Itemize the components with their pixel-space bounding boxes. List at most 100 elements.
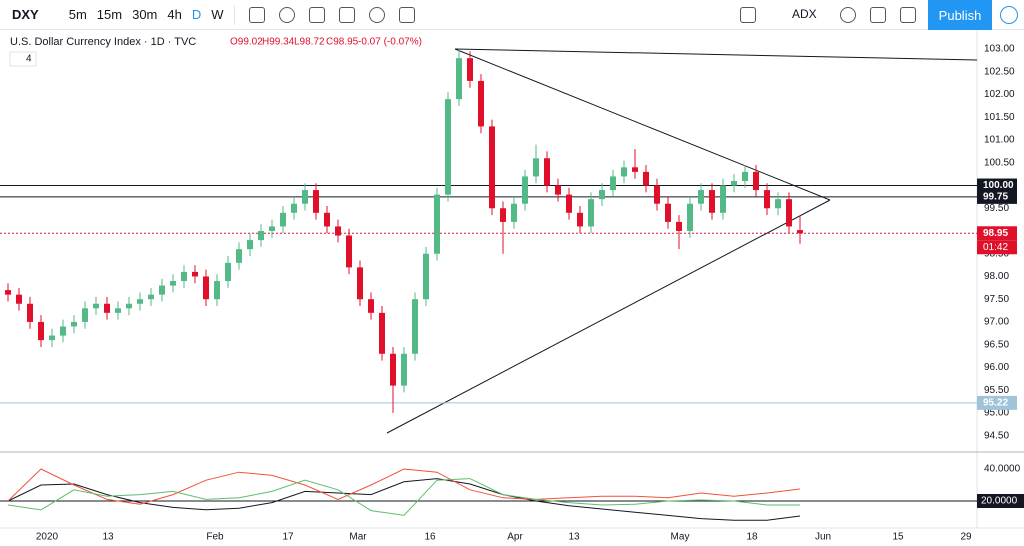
candle-body	[390, 353, 396, 386]
candle-body	[60, 326, 66, 336]
publish-button[interactable]: Publish	[928, 0, 992, 30]
candle-body	[456, 58, 462, 100]
x-tick-label: 2020	[36, 532, 59, 543]
interval[interactable]: 15m	[96, 7, 123, 22]
candle-body	[632, 167, 638, 172]
candle-body	[159, 285, 165, 295]
candle-body	[137, 299, 143, 304]
candle-body	[269, 226, 275, 231]
x-tick-label: 29	[960, 532, 972, 543]
fullscreen-button[interactable]	[870, 7, 886, 23]
candle-body	[192, 271, 198, 277]
undo-button[interactable]	[429, 7, 445, 23]
symbol[interactable]: DXY	[12, 7, 39, 22]
y-tick-label: 97.50	[984, 294, 1009, 305]
layout-button[interactable]	[740, 7, 756, 23]
candle-body	[797, 230, 803, 234]
candle-body	[313, 190, 319, 213]
y-tick-label: 96.50	[984, 339, 1009, 350]
interval[interactable]: 5m	[68, 7, 87, 22]
candle-body	[49, 335, 55, 341]
candle-body	[753, 171, 759, 191]
candle-body	[775, 199, 781, 209]
chart: U.S. Dollar Currency Index · 1D · TVC O9…	[0, 30, 1024, 543]
interval[interactable]: W	[211, 7, 224, 22]
candle-body	[434, 194, 440, 254]
y-tick-label: 103.00	[984, 44, 1015, 55]
candle-body	[82, 308, 88, 322]
candle-body	[742, 171, 748, 181]
price-badge-label: 99.75	[983, 192, 1008, 203]
countdown-badge	[977, 240, 1017, 255]
candle-body	[610, 176, 616, 191]
candle-body	[181, 271, 187, 282]
candle-body	[544, 158, 550, 186]
chart-style-button[interactable]	[248, 6, 265, 23]
countdown-label: 01:42	[983, 242, 1008, 253]
legend-high: H99.34	[262, 37, 295, 48]
y-tick-label: 98.00	[984, 271, 1009, 282]
x-tick-label: 16	[424, 532, 436, 543]
candle-body	[280, 212, 286, 227]
play-button[interactable]	[1000, 6, 1018, 24]
candle-body	[38, 321, 44, 341]
separator	[233, 4, 235, 25]
candle-body	[335, 226, 341, 236]
indicators-count[interactable]: 4	[26, 54, 32, 65]
plot: 103.00 102.50 102.00 101.50 101.00 100.50 99.5…	[0, 44, 1024, 543]
y-tick-label: 100.50	[984, 157, 1015, 168]
x-tick-label: 13	[102, 532, 114, 543]
candle-body	[621, 167, 627, 177]
legend-close: C98.95	[326, 37, 359, 48]
candle-body	[368, 299, 374, 313]
redo-button[interactable]	[459, 7, 475, 23]
candle-body	[533, 158, 539, 177]
adx-line	[7, 468, 801, 505]
legend-change: -0.07 (-0.07%)	[358, 37, 422, 48]
candle-body	[170, 281, 176, 286]
interval[interactable]: 30m	[132, 7, 158, 22]
x-tick-label: 13	[568, 532, 580, 543]
alert-button[interactable]	[368, 6, 385, 23]
trendlines[interactable]	[386, 48, 978, 434]
x-tick-label: Feb	[206, 532, 224, 543]
replay-button[interactable]	[398, 6, 415, 23]
candle-body	[346, 235, 352, 268]
y-tick-label: 99.50	[984, 203, 1009, 214]
indicators-button[interactable]	[308, 6, 325, 23]
x-tick-label: Mar	[349, 532, 367, 543]
snapshot-button[interactable]	[900, 7, 916, 23]
adx-line	[7, 478, 801, 521]
candle-body	[115, 308, 121, 313]
y-tick-label: 94.50	[984, 430, 1009, 441]
x-tick-label: Jun	[815, 532, 831, 543]
candle-body	[709, 190, 715, 213]
candle-body	[764, 190, 770, 209]
settings-button[interactable]	[840, 7, 856, 23]
adx-badge-label: 20.0000	[981, 496, 1018, 507]
candle-body	[71, 321, 77, 327]
y-tick-label: 101.50	[984, 112, 1015, 123]
adx-badge	[977, 493, 1024, 508]
candle-body	[93, 303, 99, 309]
y-tick-label: 102.00	[984, 89, 1015, 100]
interval[interactable]: D	[191, 7, 202, 22]
x-tick-label: May	[671, 532, 690, 543]
candle-body	[203, 276, 209, 300]
indicators-toggle[interactable]	[9, 51, 37, 67]
candle-body	[302, 190, 308, 204]
candle-body	[126, 303, 132, 309]
candle-body	[324, 212, 330, 227]
candle-body	[599, 190, 605, 200]
candle-body	[731, 180, 737, 186]
candle-body	[665, 203, 671, 222]
adx-line	[7, 478, 800, 516]
candle-body	[16, 294, 22, 304]
compare-button[interactable]	[278, 6, 295, 23]
indicator-button[interactable]: ADX	[792, 7, 817, 21]
interval[interactable]: 4h	[167, 7, 182, 22]
legend-title: U.S. Dollar Currency Index · 1D · TVC	[10, 36, 196, 48]
templates-button[interactable]	[338, 6, 355, 23]
price-badge-label: 100.00	[983, 180, 1014, 191]
